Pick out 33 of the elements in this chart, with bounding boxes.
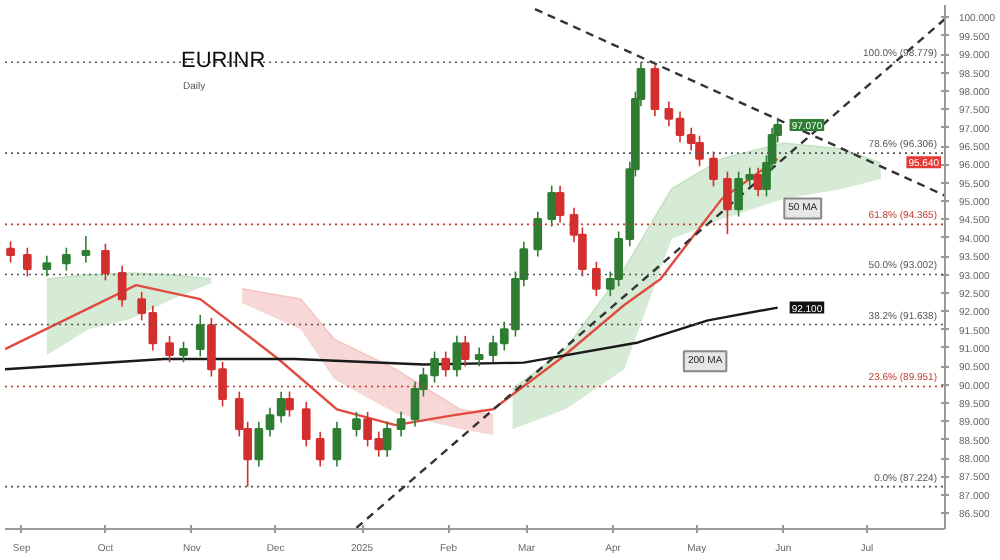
candlestick <box>22 246 32 278</box>
candlestick <box>474 346 484 368</box>
candlestick <box>396 411 406 438</box>
candlestick <box>101 242 110 282</box>
candlestick <box>382 420 392 458</box>
candlestick <box>179 340 188 364</box>
candlestick <box>441 350 451 378</box>
candlestick <box>42 255 52 278</box>
candlestick <box>301 401 311 448</box>
candlestick <box>753 166 763 198</box>
candlestick <box>410 380 420 428</box>
candlestick <box>332 420 342 468</box>
text: EURINR <box>181 49 266 73</box>
candlestick <box>195 314 205 358</box>
candlestick <box>285 390 294 418</box>
candlestick <box>591 260 601 297</box>
candlestick <box>709 150 718 188</box>
candlestick <box>723 170 732 235</box>
candlestick <box>555 184 565 224</box>
candlestick <box>650 64 660 118</box>
candlestick <box>352 411 361 438</box>
candlestick <box>315 430 325 468</box>
candlestick <box>547 184 557 228</box>
candlestick <box>117 264 127 308</box>
candlestick <box>165 335 174 364</box>
candlestick <box>452 335 462 378</box>
candlestick <box>695 134 704 167</box>
candlestick <box>6 240 15 264</box>
line-series <box>5 306 779 371</box>
candlestick <box>533 210 543 258</box>
candlestick <box>62 246 71 272</box>
candlestick <box>460 335 470 368</box>
candlestick <box>81 235 91 264</box>
